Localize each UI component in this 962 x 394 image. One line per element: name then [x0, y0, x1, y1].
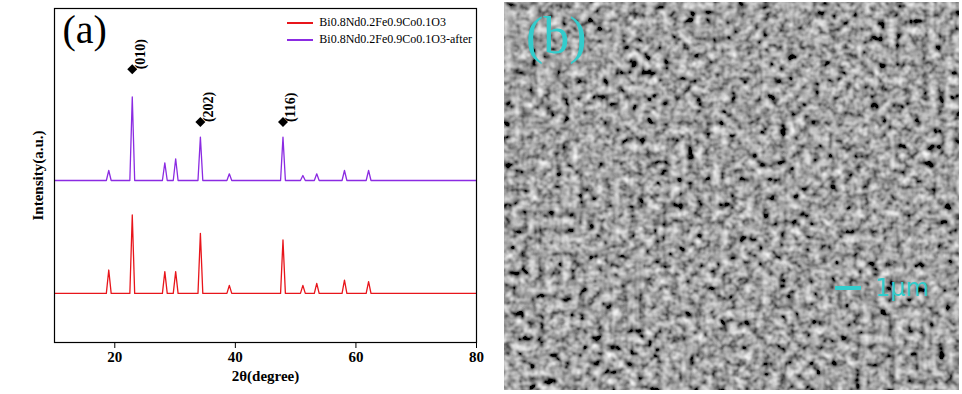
- html-text:Bi0.8Nd0.2Fe0.9Co0.1O3: Bi0.8Nd0.2Fe0.9Co0.1O3: [319, 15, 446, 29]
- html-text:(b): (b): [526, 7, 587, 64]
- svg-text:60: 60: [348, 349, 363, 365]
- svg-text:Intensity(a.u.): Intensity(a.u.): [30, 130, 47, 220]
- svg-text:80: 80: [469, 349, 484, 365]
- html-text:1μm: 1μm: [875, 274, 929, 302]
- svg-text:2θ(degree): 2θ(degree): [232, 368, 300, 385]
- svg-text:(a): (a): [63, 7, 107, 52]
- svg-text:(010): (010): [133, 39, 149, 70]
- svg-text:(202): (202): [201, 91, 217, 122]
- html-text:Bi0.8Nd0.2Fe0.9Co0.1O3-after: Bi0.8Nd0.2Fe0.9Co0.1O3-after: [319, 32, 472, 46]
- svg-text:(116): (116): [283, 92, 299, 122]
- svg-text:40: 40: [228, 349, 243, 365]
- svg-text:20: 20: [107, 349, 122, 365]
